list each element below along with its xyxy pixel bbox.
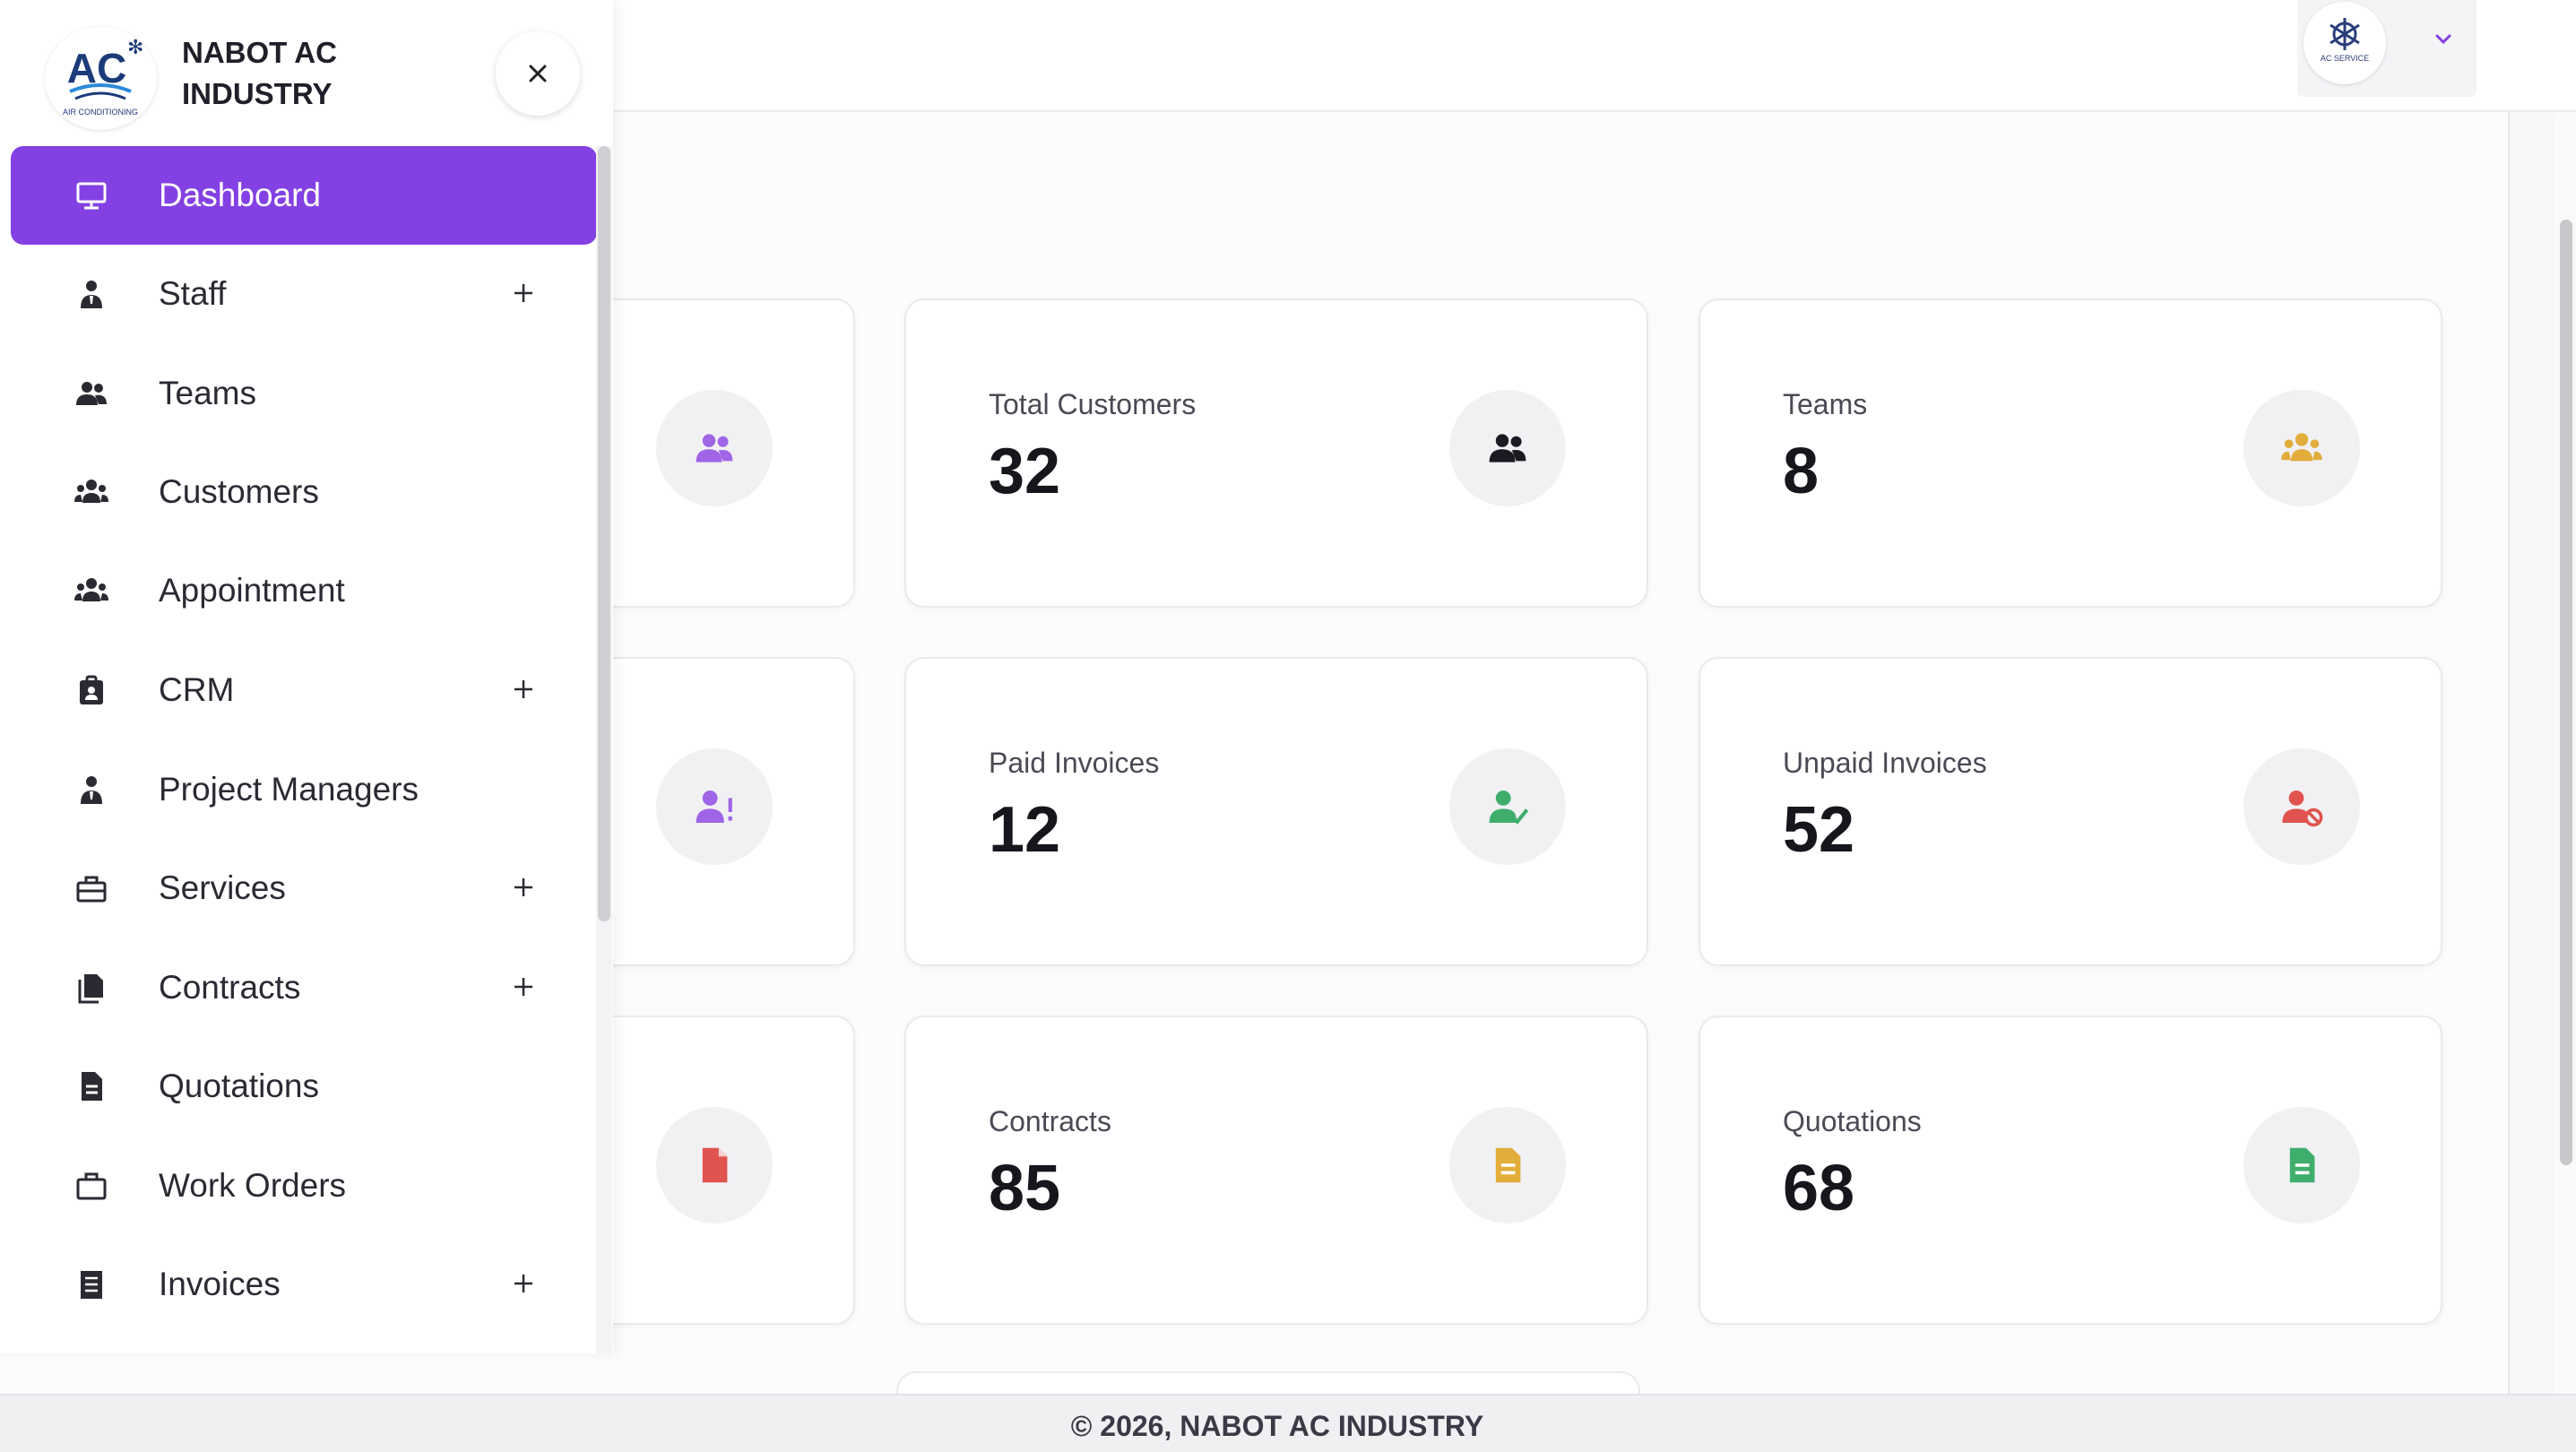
stat-card-label: Teams — [1783, 388, 1868, 420]
copy-icon — [73, 970, 109, 1006]
footer: © 2026, NABOT AC INDUSTRY — [0, 1394, 2576, 1452]
users-icon — [656, 390, 773, 506]
sidebar-item-invoices[interactable]: Invoices — [11, 1235, 597, 1334]
sidebar-item-quotations[interactable]: Quotations — [11, 1037, 597, 1136]
user-block-icon — [2243, 748, 2360, 865]
stat-card-value: 68 — [1783, 1153, 1855, 1224]
plus-icon[interactable] — [509, 972, 538, 1001]
sidebar-item-teams[interactable]: Teams — [11, 344, 597, 443]
user-check-icon — [1449, 748, 1566, 865]
sidebar-item-customers[interactable]: Customers — [11, 443, 597, 541]
toolbox-icon — [73, 870, 109, 906]
stat-card[interactable]: Total Customers 32 — [904, 298, 1648, 608]
sidebar: AC ✻ AIR CONDITIONING NABOT AC INDUSTRY … — [0, 0, 613, 1353]
users-group-icon — [73, 573, 109, 609]
brand-logo-subtext: AIR CONDITIONING — [63, 108, 138, 117]
stat-card-label: Contracts — [989, 1105, 1111, 1137]
sidebar-item-label: CRM — [159, 671, 235, 708]
sidebar-item-label: Services — [159, 869, 286, 906]
stat-card-label: Quotations — [1783, 1105, 1922, 1137]
close-sidebar-button[interactable] — [496, 31, 580, 116]
plus-icon[interactable] — [509, 873, 538, 902]
sidebar-item-label: Project Managers — [159, 771, 419, 808]
sidebar-item-label: Appointment — [159, 572, 345, 609]
user-alert-icon — [656, 748, 773, 865]
sidebar-item-work-orders[interactable]: Work Orders — [11, 1137, 597, 1235]
sidebar-item-label: Dashboard — [159, 177, 322, 213]
sidebar-item-services[interactable]: Services — [11, 839, 597, 938]
plus-icon[interactable] — [509, 1269, 538, 1298]
chevron-down-icon[interactable] — [2431, 27, 2456, 52]
user-avatar[interactable]: AC SERVICE — [2304, 2, 2386, 84]
sidebar-item-project-managers[interactable]: Project Managers — [11, 740, 597, 839]
sidebar-scrollbar-thumb[interactable] — [598, 146, 610, 921]
user-logo-text: AC SERVICE — [2321, 54, 2369, 63]
briefcase-icon — [73, 1168, 109, 1204]
sidebar-item-label: Quotations — [159, 1067, 319, 1104]
sidebar-item-staff[interactable]: Staff — [11, 245, 597, 343]
user-tie-icon — [73, 772, 109, 808]
stat-card-label: Total Customers — [989, 388, 1197, 420]
sidebar-item-label: Invoices — [159, 1266, 281, 1302]
stat-card-value: 52 — [1783, 794, 1855, 866]
file-lines-icon — [1449, 1107, 1566, 1223]
stat-card-value: 12 — [989, 794, 1061, 866]
sidebar-item-label: Work Orders — [159, 1167, 347, 1204]
stat-card-label: Unpaid Invoices — [1783, 747, 1987, 779]
sidebar-item-label: Teams — [159, 375, 256, 411]
brand-logo: AC ✻ AIR CONDITIONING — [45, 27, 157, 130]
users-icon — [73, 376, 109, 411]
sidebar-item-label: Contracts — [159, 969, 301, 1006]
users-group-icon — [73, 474, 109, 510]
users-icon — [1449, 390, 1566, 506]
stat-card[interactable]: Teams 8 — [1699, 298, 2442, 608]
file-lines-icon — [73, 1068, 109, 1104]
plus-icon[interactable] — [509, 279, 538, 307]
footer-copyright: © 2026, NABOT AC INDUSTRY — [1070, 1410, 1484, 1442]
stat-card[interactable]: Contracts 85 — [904, 1016, 1648, 1325]
sidebar-item-crm[interactable]: CRM — [11, 641, 597, 739]
close-icon — [529, 65, 547, 82]
stat-card[interactable]: Paid Invoices 12 — [904, 657, 1648, 966]
user-tie-icon — [73, 276, 109, 312]
sidebar-item-dashboard[interactable]: Dashboard — [11, 146, 597, 245]
file-icon — [656, 1107, 773, 1223]
stat-card-value: 8 — [1783, 436, 1820, 507]
users-group-icon — [2243, 390, 2360, 506]
sidebar-item-label: Customers — [159, 473, 319, 510]
sidebar-item-appointment[interactable]: Appointment — [11, 541, 597, 640]
file-lines-icon — [2243, 1107, 2360, 1223]
plus-icon[interactable] — [509, 675, 538, 704]
id-badge-icon — [73, 672, 109, 708]
sidebar-item-label: Staff — [159, 275, 227, 312]
stat-card[interactable]: Unpaid Invoices 52 — [1699, 657, 2442, 966]
receipt-icon — [73, 1266, 109, 1302]
svg-text:✻: ✻ — [127, 37, 143, 59]
sidebar-item-contracts[interactable]: Contracts — [11, 938, 597, 1037]
stat-card-label: Paid Invoices — [989, 747, 1160, 779]
stat-card-value: 85 — [989, 1153, 1061, 1224]
monitor-icon — [73, 177, 109, 213]
brand-name: NABOT AC INDUSTRY — [182, 36, 337, 110]
stat-card-value: 32 — [989, 436, 1061, 507]
stat-card[interactable]: Quotations 68 — [1699, 1016, 2442, 1325]
page-scrollbar-thumb[interactable] — [2560, 220, 2572, 1165]
